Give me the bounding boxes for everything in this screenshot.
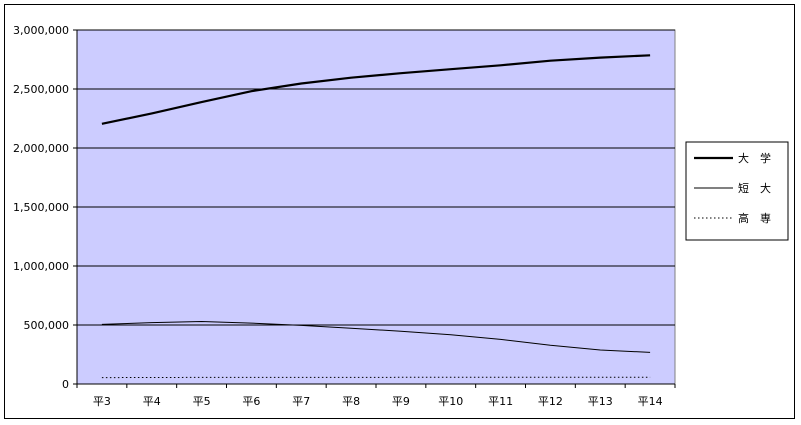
y-tick-label: 3,000,000	[13, 24, 69, 37]
x-tick-label: 平13	[588, 395, 613, 408]
x-tick-label: 平12	[538, 395, 563, 408]
gridlines	[77, 29, 675, 326]
x-tick-label: 平10	[438, 395, 463, 408]
y-tick-label: 0	[62, 378, 69, 391]
x-tick-label: 平5	[193, 395, 211, 408]
y-tick-label: 500,000	[24, 319, 70, 332]
y-tick-label: 1,500,000	[13, 201, 69, 214]
legend-label: 大 学	[738, 151, 771, 165]
legend: 大 学短 大高 専	[685, 141, 789, 241]
legend-label: 高 専	[738, 211, 771, 225]
series-line-0	[101, 54, 651, 125]
x-tick-label: 平6	[242, 395, 260, 408]
y-axis: 0 500,000 1,000,000 1,500,000 2,000,000 2,500…	[13, 24, 78, 391]
legend-label: 短 大	[738, 181, 771, 195]
x-tick-label: 平3	[93, 395, 111, 408]
x-tick-label: 平8	[342, 395, 360, 408]
x-tick-label: 平7	[292, 395, 310, 408]
x-tick-label: 平4	[143, 395, 161, 408]
series-line-1	[101, 321, 651, 353]
x-tick-label: 平11	[488, 395, 513, 408]
series-lines	[101, 54, 651, 379]
x-tick-label: 平14	[638, 395, 663, 408]
legend-box	[685, 141, 789, 241]
y-tick-label: 2,500,000	[13, 83, 69, 96]
x-tick-label: 平9	[392, 395, 410, 408]
x-axis: 平3 平4 平5 平6 平7 平8 平9 平10 平11 平12 平13 平14	[76, 383, 676, 408]
y-tick-label: 2,000,000	[13, 142, 69, 155]
y-tick-label: 1,000,000	[13, 260, 69, 273]
